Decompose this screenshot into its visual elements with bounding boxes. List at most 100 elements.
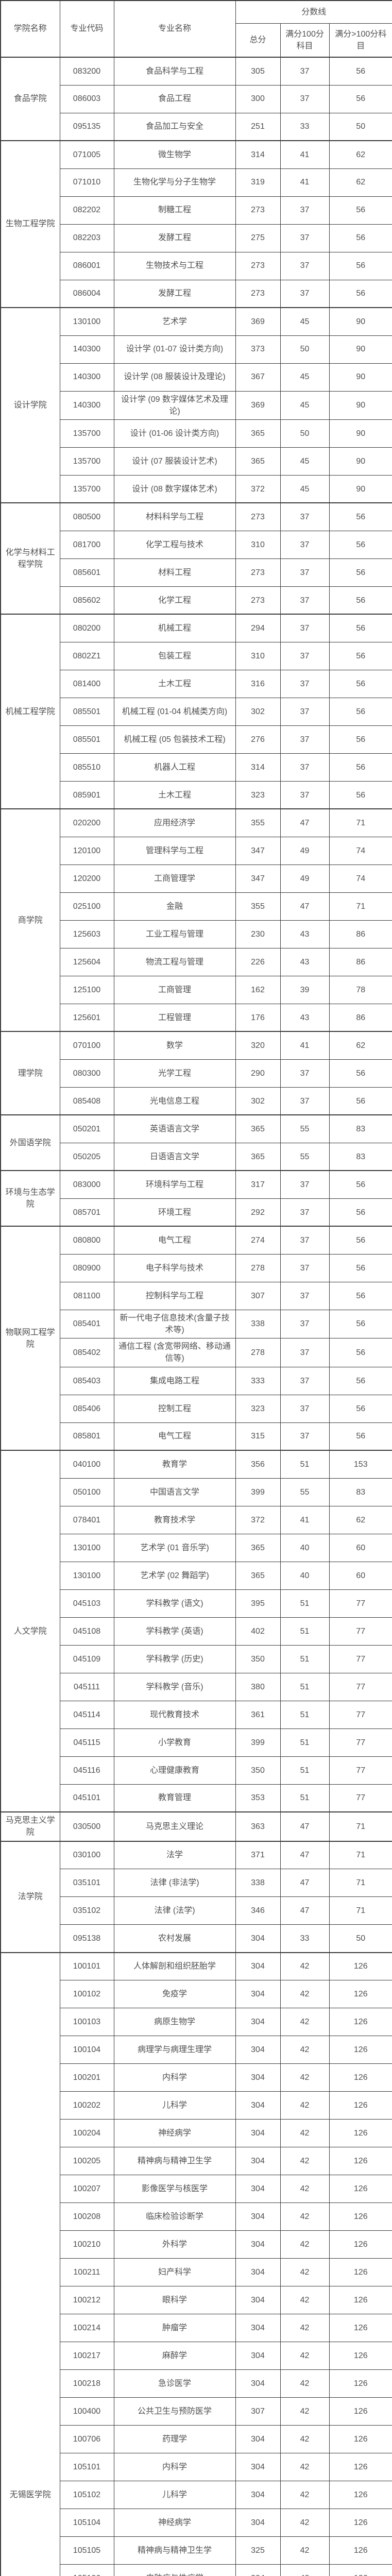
major-row: 085406 控制工程 323 37 56 xyxy=(1,1394,392,1423)
score-max100-cell: 37 xyxy=(280,558,330,587)
major-name-cell: 设计学 (01-07 设计类方向) xyxy=(113,335,236,364)
major-row: 081700 化学工程与技术 310 37 56 xyxy=(1,530,392,559)
score-over100-cell: 56 xyxy=(329,224,392,252)
major-code-cell: 100706 xyxy=(59,2425,114,2453)
college-name-cell: 食品学院 xyxy=(0,57,60,141)
score-total-cell: 373 xyxy=(235,335,281,364)
score-max100-cell: 42 xyxy=(280,2063,330,2092)
major-name-cell: 机械工程 xyxy=(113,614,236,642)
major-code-cell: 045115 xyxy=(59,1728,114,1757)
major-code-cell: 100214 xyxy=(59,2314,114,2342)
score-max100-cell: 33 xyxy=(280,1924,330,1953)
major-code-cell: 100205 xyxy=(59,2147,114,2175)
score-over100-cell: 56 xyxy=(329,1198,392,1227)
major-row: 机械工程学院 080200 机械工程 294 37 56 xyxy=(0,614,392,809)
major-row: 100204 神经病学 304 42 126 xyxy=(1,2119,392,2147)
major-code-cell: 045109 xyxy=(59,1645,114,1673)
score-max100-cell: 42 xyxy=(280,2147,330,2175)
major-row: 025100 金融 355 47 71 xyxy=(1,892,392,921)
score-over100-cell: 71 xyxy=(329,892,392,921)
college-name-cell: 机械工程学院 xyxy=(0,614,60,809)
major-name-cell: 眼科学 xyxy=(113,2286,236,2314)
score-total-cell: 278 xyxy=(235,1338,281,1367)
score-max100-cell: 37 xyxy=(280,1366,330,1395)
major-name-cell: 艺术学 (02 舞蹈学) xyxy=(113,1561,236,1590)
score-max100-cell: 37 xyxy=(280,614,330,642)
score-over100-cell: 56 xyxy=(329,1253,392,1282)
score-max100-cell: 37 xyxy=(280,224,330,252)
major-row: 080900 电子科学与技术 278 37 56 xyxy=(1,1253,392,1282)
score-total-cell: 304 xyxy=(235,1980,281,2008)
score-total-cell: 372 xyxy=(235,474,281,503)
major-row: 法学院 030100 法学 371 47 71 xyxy=(0,1840,392,1953)
score-max100-cell: 55 xyxy=(280,1478,330,1506)
major-name-cell: 公共卫生与预防医学 xyxy=(113,2397,236,2426)
score-over100-cell: 90 xyxy=(329,307,392,336)
major-name-cell: 微生物学 xyxy=(113,140,236,169)
col-header-major-code: 专业代码 xyxy=(59,0,114,58)
score-over100-cell: 126 xyxy=(329,2314,392,2342)
major-code-cell: 080300 xyxy=(59,1059,114,1088)
major-row: 045111 学科教学 (音乐) 380 51 77 xyxy=(1,1672,392,1701)
score-over100-cell: 56 xyxy=(329,1059,392,1088)
major-name-cell: 光电信息工程 xyxy=(113,1087,236,1115)
score-total-cell: 356 xyxy=(235,1450,281,1479)
score-max100-cell: 51 xyxy=(280,1645,330,1673)
major-row: 045114 现代教育技术 361 51 77 xyxy=(1,1700,392,1729)
major-name-cell: 法律 (法学) xyxy=(113,1896,236,1925)
major-code-cell: 080500 xyxy=(59,502,114,531)
college-name-cell: 法学院 xyxy=(0,1840,60,1953)
major-code-cell: 085510 xyxy=(59,753,114,782)
major-row: 080300 光学工程 290 37 56 xyxy=(1,1059,392,1088)
major-code-cell: 085501 xyxy=(59,725,114,754)
score-total-cell: 319 xyxy=(235,168,281,197)
major-name-cell: 食品科学与工程 xyxy=(113,57,236,86)
score-over100-cell: 77 xyxy=(329,1728,392,1757)
major-code-cell: 071010 xyxy=(59,168,114,197)
score-total-cell: 402 xyxy=(235,1617,281,1646)
major-name-cell: 教育技术学 xyxy=(113,1505,236,1534)
score-max100-cell: 42 xyxy=(280,2342,330,2370)
major-name-cell: 制糖工程 xyxy=(113,196,236,225)
score-total-cell: 333 xyxy=(235,1366,281,1395)
score-total-cell: 350 xyxy=(235,1645,281,1673)
major-code-cell: 081400 xyxy=(59,669,114,698)
major-code-cell: 135700 xyxy=(59,447,114,476)
score-max100-cell: 42 xyxy=(280,2091,330,2120)
major-name-cell: 新一代电子信息技术(含量子技术等) xyxy=(113,1309,236,1339)
score-max100-cell: 37 xyxy=(280,586,330,615)
major-name-cell: 农村发展 xyxy=(113,1924,236,1953)
major-code-cell: 105101 xyxy=(59,2453,114,2481)
score-total-cell: 371 xyxy=(235,1840,281,1869)
score-total-cell: 273 xyxy=(235,586,281,615)
score-total-cell: 350 xyxy=(235,1756,281,1785)
major-row: 商学院 020200 应用经济学 355 47 71 xyxy=(0,808,392,1032)
score-over100-cell: 90 xyxy=(329,419,392,448)
score-over100-cell: 71 xyxy=(329,1896,392,1925)
score-total-cell: 353 xyxy=(235,1784,281,1812)
score-max100-cell: 41 xyxy=(280,168,330,197)
major-code-cell: 081100 xyxy=(59,1281,114,1310)
score-total-cell: 304 xyxy=(235,2258,281,2286)
major-name-cell: 控制工程 xyxy=(113,1394,236,1423)
score-max100-cell: 37 xyxy=(280,1087,330,1115)
college-name-cell: 商学院 xyxy=(0,808,60,1032)
college-name-cell: 物联网工程学院 xyxy=(0,1226,60,1451)
score-max100-cell: 37 xyxy=(280,1198,330,1227)
score-over100-cell: 126 xyxy=(329,2425,392,2453)
score-max100-cell: 37 xyxy=(280,196,330,225)
score-total-cell: 395 xyxy=(235,1589,281,1618)
major-code-cell: 045111 xyxy=(59,1672,114,1701)
score-total-cell: 310 xyxy=(235,641,281,670)
score-total-cell: 304 xyxy=(235,2509,281,2537)
major-name-cell: 设计学 (09 数字媒体艺术及理论) xyxy=(113,391,236,420)
score-max100-cell: 51 xyxy=(280,1756,330,1785)
score-total-cell: 355 xyxy=(235,892,281,921)
score-over100-cell: 126 xyxy=(329,2509,392,2537)
major-row: 095138 农村发展 304 33 50 xyxy=(1,1924,392,1953)
major-name-cell: 艺术学 xyxy=(113,307,236,336)
major-name-cell: 控制科学与工程 xyxy=(113,1281,236,1310)
major-code-cell: 086003 xyxy=(59,84,114,113)
major-code-cell: 100207 xyxy=(59,2175,114,2203)
score-over100-cell: 71 xyxy=(329,808,392,837)
